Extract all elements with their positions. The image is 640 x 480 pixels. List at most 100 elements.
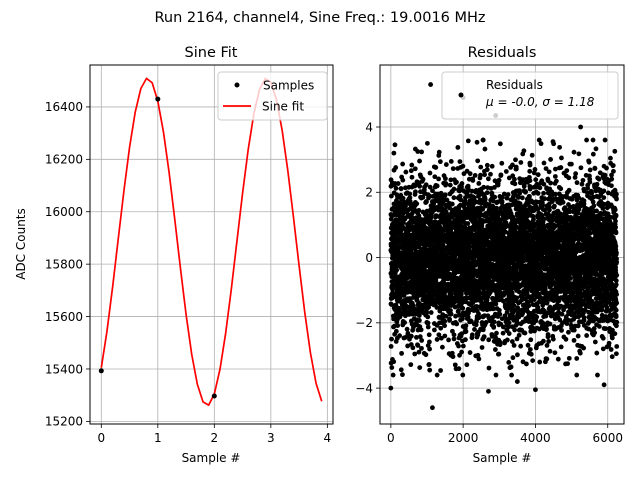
residual-point (456, 366, 462, 372)
residual-point (400, 195, 406, 201)
residual-point (510, 355, 516, 361)
residual-point (503, 229, 509, 235)
residual-point (473, 322, 479, 328)
residual-point (540, 202, 545, 208)
residual-point (541, 160, 547, 166)
residual-point (451, 336, 457, 342)
residual-point (456, 343, 461, 349)
residual-point (478, 164, 484, 170)
residual-point (563, 336, 569, 342)
residual-point (420, 194, 426, 200)
residual-point (560, 199, 566, 205)
residual-point (522, 330, 528, 336)
residual-point (420, 176, 426, 182)
residual-point (408, 333, 414, 339)
residual-point (493, 301, 499, 307)
residual-point (408, 168, 414, 174)
residual-point (395, 323, 401, 328)
residual-point (509, 372, 514, 378)
residual-point (418, 327, 424, 333)
residual-point (415, 149, 421, 154)
residual-point (434, 372, 440, 378)
sine-fit-ytick-label: 15600 (45, 310, 83, 324)
residual-point (469, 332, 475, 338)
residual-point (546, 169, 552, 175)
residual-point (533, 318, 539, 324)
residual-point (491, 319, 497, 325)
residual-point (544, 356, 550, 362)
residual-point (482, 313, 487, 319)
residual-point (498, 172, 504, 178)
residual-point (493, 372, 499, 378)
residual-point (531, 217, 536, 222)
residual-point (514, 295, 520, 301)
residual-point (482, 146, 488, 152)
residual-point (391, 150, 397, 156)
sine-fit-line (100, 77, 323, 406)
residual-point (400, 161, 406, 167)
residual-point (559, 327, 564, 333)
legend-samples-marker (234, 82, 240, 88)
residual-point (538, 141, 544, 147)
residual-point (449, 201, 455, 207)
sine-fit-xtick-label: 4 (324, 431, 332, 445)
residual-point (542, 207, 548, 213)
residual-point (419, 345, 424, 351)
sine-fit-axes-frame (89, 64, 334, 425)
residual-point (463, 337, 468, 343)
residual-point (400, 177, 406, 183)
residual-point (455, 308, 461, 314)
residual-point (505, 192, 511, 198)
residual-point (440, 344, 445, 350)
residual-point (397, 333, 403, 339)
sine-fit-panel: Sine Fit 0 1 2 3 415200154001560015800160001… (14, 45, 334, 465)
residual-point (484, 167, 490, 173)
residual-point (448, 308, 453, 313)
residual-point (454, 179, 459, 185)
residual-point (476, 181, 482, 186)
residual-point (483, 320, 489, 325)
sine-fit-ytick-label: 16200 (45, 153, 83, 167)
residual-point (537, 185, 543, 191)
residual-point (552, 191, 558, 197)
residual-point (395, 181, 401, 186)
residual-point (430, 188, 435, 194)
residual-point (443, 176, 448, 182)
residual-point (409, 174, 415, 180)
residual-point (477, 210, 483, 215)
residual-point (488, 171, 493, 177)
residual-point (388, 193, 394, 199)
residual-point (423, 352, 429, 358)
residual-point (427, 367, 433, 373)
residual-point (427, 339, 432, 345)
sine-fit-ytick-label: 16000 (45, 205, 83, 219)
residual-point (449, 291, 454, 297)
residual-point (404, 326, 410, 332)
residual-point (482, 197, 488, 202)
residual-point (476, 315, 482, 321)
residual-point (513, 157, 518, 163)
residual-point (510, 162, 515, 168)
residual-point (436, 176, 441, 182)
residual-point (532, 167, 538, 172)
residual-point (509, 339, 515, 344)
residual-point (506, 324, 512, 330)
residual-point (452, 362, 458, 368)
residual-point (416, 313, 422, 318)
residual-point (423, 182, 429, 188)
residual-point (493, 335, 498, 340)
residual-point (530, 358, 536, 364)
residual-point (434, 183, 440, 189)
residual-point (515, 352, 520, 358)
residual-point (543, 166, 549, 172)
residual-point (443, 181, 449, 186)
residual-point (465, 314, 471, 320)
residual-point (388, 344, 394, 349)
residual-point (434, 305, 440, 310)
residual-point (438, 368, 443, 373)
residual-point (508, 364, 514, 370)
residual-point (464, 362, 470, 368)
residual-point (457, 193, 463, 199)
residual-point (442, 323, 448, 329)
residual-point (438, 190, 444, 196)
